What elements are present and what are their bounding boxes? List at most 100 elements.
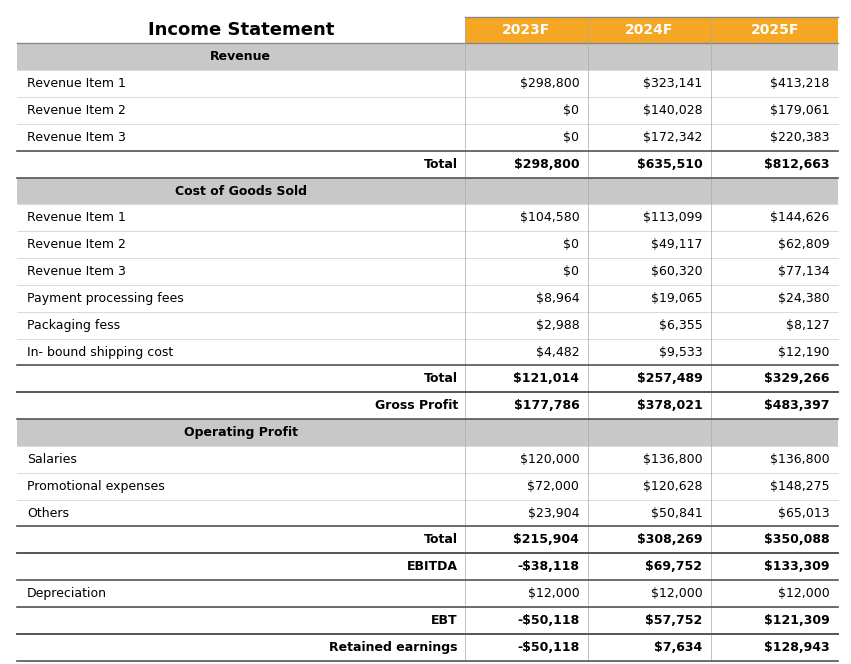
Text: 2023F: 2023F bbox=[502, 23, 551, 37]
Text: $128,943: $128,943 bbox=[764, 641, 830, 654]
Bar bbox=[17, 285, 838, 312]
Text: Payment processing fees: Payment processing fees bbox=[27, 292, 184, 305]
Text: Revenue Item 2: Revenue Item 2 bbox=[27, 104, 126, 117]
Bar bbox=[17, 553, 838, 580]
Text: $0: $0 bbox=[563, 238, 580, 251]
Text: $9,533: $9,533 bbox=[659, 345, 702, 359]
Text: $121,014: $121,014 bbox=[513, 373, 580, 385]
Text: $140,028: $140,028 bbox=[643, 104, 702, 117]
Text: $177,786: $177,786 bbox=[513, 399, 580, 412]
Bar bbox=[17, 70, 838, 97]
Text: $136,800: $136,800 bbox=[770, 453, 830, 466]
Text: $257,489: $257,489 bbox=[637, 373, 702, 385]
Bar bbox=[17, 473, 838, 499]
Text: Revenue Item 2: Revenue Item 2 bbox=[27, 238, 126, 251]
Bar bbox=[17, 580, 838, 607]
Text: $172,342: $172,342 bbox=[643, 131, 702, 144]
Text: $12,000: $12,000 bbox=[778, 587, 830, 600]
Text: Others: Others bbox=[27, 507, 69, 519]
Bar bbox=[17, 339, 838, 365]
Text: $483,397: $483,397 bbox=[764, 399, 830, 412]
Text: $65,013: $65,013 bbox=[778, 507, 830, 519]
Text: $24,380: $24,380 bbox=[778, 292, 830, 305]
Text: Revenue Item 1: Revenue Item 1 bbox=[27, 211, 126, 224]
Text: $19,065: $19,065 bbox=[651, 292, 702, 305]
Text: 2025F: 2025F bbox=[751, 23, 799, 37]
Text: $12,000: $12,000 bbox=[651, 587, 702, 600]
Text: $62,809: $62,809 bbox=[778, 238, 830, 251]
Text: $23,904: $23,904 bbox=[528, 507, 580, 519]
Text: $120,000: $120,000 bbox=[519, 453, 580, 466]
Bar bbox=[17, 17, 465, 43]
Text: Total: Total bbox=[424, 158, 458, 171]
Bar bbox=[17, 178, 838, 205]
Text: $298,800: $298,800 bbox=[519, 77, 580, 90]
Text: $8,964: $8,964 bbox=[535, 292, 580, 305]
Bar bbox=[17, 607, 838, 634]
Bar bbox=[17, 258, 838, 285]
Text: $0: $0 bbox=[563, 104, 580, 117]
Bar bbox=[17, 499, 838, 527]
Text: $60,320: $60,320 bbox=[651, 265, 702, 278]
Text: $323,141: $323,141 bbox=[643, 77, 702, 90]
Bar bbox=[17, 205, 838, 231]
Text: $2,988: $2,988 bbox=[535, 319, 580, 332]
Bar bbox=[17, 365, 838, 392]
Text: $57,752: $57,752 bbox=[645, 614, 702, 627]
Bar bbox=[17, 527, 838, 553]
Text: -$50,118: -$50,118 bbox=[517, 614, 580, 627]
Text: $144,626: $144,626 bbox=[770, 211, 830, 224]
Text: $0: $0 bbox=[563, 131, 580, 144]
Text: Total: Total bbox=[424, 533, 458, 546]
Bar bbox=[17, 446, 838, 473]
Text: $104,580: $104,580 bbox=[519, 211, 580, 224]
Text: $179,061: $179,061 bbox=[770, 104, 830, 117]
Text: $4,482: $4,482 bbox=[535, 345, 580, 359]
Bar bbox=[17, 312, 838, 339]
Text: $12,000: $12,000 bbox=[528, 587, 580, 600]
Text: $812,663: $812,663 bbox=[764, 158, 830, 171]
Text: $8,127: $8,127 bbox=[786, 319, 830, 332]
Bar bbox=[17, 419, 838, 446]
Text: $136,800: $136,800 bbox=[643, 453, 702, 466]
Bar bbox=[17, 124, 838, 151]
Text: $329,266: $329,266 bbox=[764, 373, 830, 385]
Text: Depreciation: Depreciation bbox=[27, 587, 107, 600]
Bar bbox=[17, 392, 838, 419]
Text: 2024F: 2024F bbox=[625, 23, 673, 37]
Text: Income Statement: Income Statement bbox=[147, 21, 334, 39]
Text: $113,099: $113,099 bbox=[643, 211, 702, 224]
Text: Revenue Item 3: Revenue Item 3 bbox=[27, 131, 126, 144]
Bar bbox=[17, 634, 838, 661]
Text: In- bound shipping cost: In- bound shipping cost bbox=[27, 345, 174, 359]
Bar bbox=[17, 97, 838, 124]
Text: Gross Profit: Gross Profit bbox=[374, 399, 458, 412]
Text: $77,134: $77,134 bbox=[778, 265, 830, 278]
Text: $413,218: $413,218 bbox=[770, 77, 830, 90]
Text: $7,634: $7,634 bbox=[654, 641, 702, 654]
Text: $308,269: $308,269 bbox=[637, 533, 702, 546]
Text: Revenue Item 1: Revenue Item 1 bbox=[27, 77, 126, 90]
Text: $12,190: $12,190 bbox=[778, 345, 830, 359]
Text: Revenue: Revenue bbox=[210, 50, 271, 63]
Text: $350,088: $350,088 bbox=[764, 533, 830, 546]
Text: -$50,118: -$50,118 bbox=[517, 641, 580, 654]
Text: $298,800: $298,800 bbox=[514, 158, 580, 171]
Text: Total: Total bbox=[424, 373, 458, 385]
Text: Cost of Goods Sold: Cost of Goods Sold bbox=[174, 185, 307, 197]
Text: $215,904: $215,904 bbox=[513, 533, 580, 546]
Text: $121,309: $121,309 bbox=[764, 614, 830, 627]
Text: $148,275: $148,275 bbox=[770, 480, 830, 493]
Text: $69,752: $69,752 bbox=[645, 560, 702, 573]
Bar bbox=[17, 231, 838, 258]
Text: -$38,118: -$38,118 bbox=[517, 560, 580, 573]
Text: EBT: EBT bbox=[431, 614, 458, 627]
Text: $72,000: $72,000 bbox=[528, 480, 580, 493]
Text: $0: $0 bbox=[563, 265, 580, 278]
Bar bbox=[17, 43, 838, 70]
Text: $49,117: $49,117 bbox=[651, 238, 702, 251]
Text: $378,021: $378,021 bbox=[637, 399, 702, 412]
Text: Salaries: Salaries bbox=[27, 453, 77, 466]
Text: Operating Profit: Operating Profit bbox=[184, 426, 298, 439]
Text: $635,510: $635,510 bbox=[637, 158, 702, 171]
